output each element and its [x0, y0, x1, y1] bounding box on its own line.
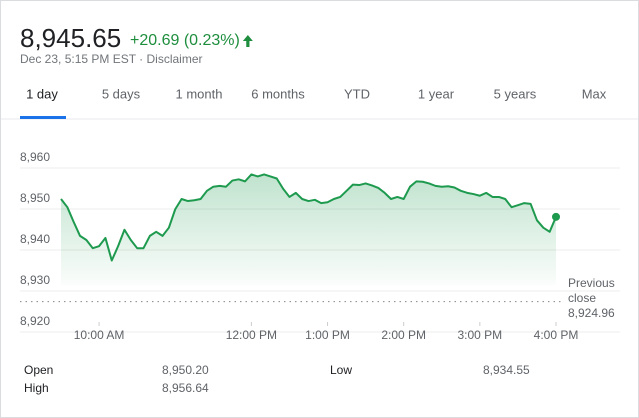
tab[interactable]: 6 months: [251, 86, 305, 101]
tab[interactable]: 1 day: [26, 86, 58, 101]
subtitle: Dec 23, 5:15 PM EST · Disclaimer: [20, 52, 203, 66]
tab[interactable]: 5 years: [494, 86, 537, 101]
y-tick-label: 8,960: [20, 150, 50, 164]
x-tick-label: 12:00 PM: [226, 328, 277, 342]
stat-label: Open: [24, 363, 53, 377]
x-tick-label: 3:00 PM: [457, 328, 502, 342]
price: 8,945.65: [20, 23, 121, 53]
change: +20.69 (0.23%): [130, 32, 240, 49]
current-dot: [552, 212, 560, 221]
y-tick-label: 8,930: [20, 273, 50, 287]
tab[interactable]: Max: [582, 86, 607, 101]
stat-value: 8,956.64: [162, 381, 209, 395]
price-line: [60, 173, 557, 262]
up-arrow: [242, 35, 253, 47]
tab[interactable]: 5 days: [102, 86, 141, 101]
tab-underline: [20, 116, 66, 119]
x-tick-label: 1:00 PM: [305, 328, 350, 342]
x-tick-label: 10:00 AM: [74, 328, 125, 342]
stat-value: 8,934.55: [483, 363, 530, 377]
y-tick-label: 8,940: [20, 232, 50, 246]
stat-label: Low: [330, 363, 352, 377]
y-tick-label: 8,950: [20, 191, 50, 205]
tab[interactable]: 1 year: [418, 86, 455, 101]
tab[interactable]: 1 month: [176, 86, 223, 101]
stat-value: 8,950.20: [162, 363, 209, 377]
tab[interactable]: YTD: [344, 86, 370, 101]
previous-close-value: 8,924.96: [568, 306, 615, 320]
y-tick-label: 8,920: [20, 314, 50, 328]
previous-close-label: Previous close: [568, 276, 615, 305]
x-tick-label: 4:00 PM: [534, 328, 579, 342]
stat-label: High: [24, 381, 49, 395]
area: [61, 174, 556, 285]
x-tick-label: 2:00 PM: [381, 328, 426, 342]
